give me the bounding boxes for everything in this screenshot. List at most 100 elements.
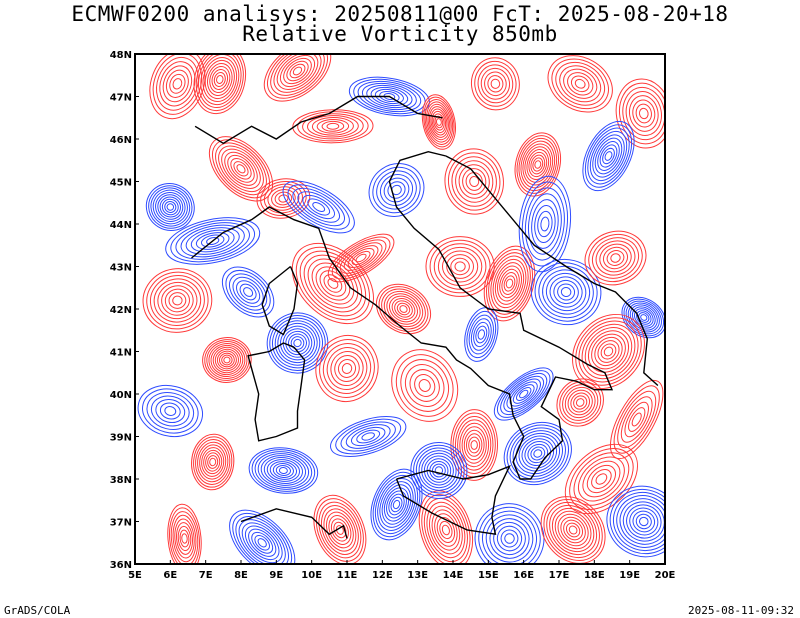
contour-line: [426, 101, 452, 143]
contour-line: [613, 385, 660, 454]
contour-line: [619, 498, 665, 545]
contour-line: [166, 203, 175, 211]
contour-line: [350, 426, 386, 447]
contour-line: [473, 321, 490, 348]
contour-line: [366, 84, 413, 109]
contour-line: [437, 246, 483, 287]
contour-line: [638, 312, 650, 323]
contour-line: [356, 429, 381, 444]
vorticity-center-negative: [165, 217, 261, 265]
contour-line: [560, 516, 586, 544]
contour-line: [370, 468, 423, 541]
lat-tick-label: 40N: [110, 390, 132, 401]
contour-line: [239, 283, 257, 301]
contour-line: [527, 193, 562, 255]
lon-tick-label: 17E: [549, 570, 570, 581]
contour-line: [388, 295, 419, 323]
contour-line: [572, 313, 645, 390]
vorticity-center-negative: [368, 163, 425, 217]
contour-line: [315, 498, 364, 562]
vorticity-center-positive: [315, 334, 379, 403]
contour-line: [500, 529, 519, 548]
contour-line: [540, 496, 606, 564]
contour-line: [307, 258, 359, 309]
contour-line: [326, 347, 368, 390]
contour-line: [201, 447, 225, 477]
vorticity-center-positive: [584, 230, 647, 286]
contour-line: [524, 146, 552, 183]
contour-line: [283, 57, 312, 85]
contour-line: [293, 338, 302, 348]
contour-line: [455, 160, 494, 203]
vorticity-center-negative: [137, 384, 204, 438]
contour-line: [312, 202, 326, 212]
contour-line: [477, 329, 486, 340]
contour-line: [591, 333, 626, 370]
contour-line: [540, 216, 550, 232]
contour-line: [157, 281, 198, 320]
contour-line: [303, 254, 363, 313]
contour-line: [501, 272, 518, 295]
contour-line: [518, 435, 558, 472]
vorticity-center-positive: [556, 378, 604, 427]
contour-line: [243, 287, 254, 297]
contour-line: [459, 422, 490, 468]
contour-line: [505, 278, 514, 289]
contour-line: [165, 69, 189, 98]
contour-line: [232, 276, 264, 308]
contour-line: [185, 227, 240, 255]
vorticity-center-positive: [263, 54, 332, 102]
contour-line: [321, 120, 345, 132]
contour-line: [584, 124, 633, 188]
contour-line: [595, 473, 608, 485]
contour-line: [534, 262, 598, 322]
chart-title: ECMWF0200 analisys: 20250811@00 FcT: 202…: [71, 2, 729, 26]
contour-line: [494, 262, 525, 305]
contour-line: [207, 455, 219, 469]
vorticity-center-positive: [256, 178, 311, 219]
lon-tick-label: 19E: [619, 570, 640, 581]
contour-line: [582, 120, 635, 192]
contour-line: [599, 243, 632, 273]
contour-line: [248, 528, 277, 557]
contour-line: [635, 513, 652, 530]
contour-line: [153, 278, 202, 323]
contour-line: [410, 442, 468, 499]
contour-line: [400, 359, 450, 412]
contour-line: [515, 432, 561, 475]
contour-line: [379, 174, 414, 206]
axis-ticks: 5E 6E 7E 8E 9E 10E 11E 12E 13E 14E 15E 16E 17E 18E 19E…: [110, 50, 676, 581]
vorticity-center-positive: [425, 236, 495, 297]
contour-line: [266, 459, 301, 482]
contour-line: [391, 298, 416, 320]
vorticity-center-positive: [142, 268, 213, 333]
contour-line: [343, 245, 379, 271]
lat-tick-label: 41N: [110, 348, 132, 359]
contour-line: [620, 396, 653, 443]
contour-line: [150, 395, 190, 427]
vorticity-center-negative: [493, 367, 554, 421]
contour-line: [584, 230, 647, 286]
contour-line: [418, 450, 460, 491]
contour-line: [244, 525, 280, 561]
contour-line: [335, 418, 402, 455]
contour-line: [230, 157, 252, 180]
contour-line: [587, 330, 630, 373]
contour-line: [271, 189, 296, 208]
contour-line: [341, 363, 353, 374]
contour-line: [155, 192, 186, 222]
chart-subtitle: Relative Vorticity 850mb: [242, 22, 558, 46]
vorticity-center-negative: [474, 503, 545, 564]
contour-line: [470, 318, 492, 351]
contour-line: [316, 118, 350, 134]
vorticity-center-negative: [348, 76, 430, 117]
contour-line: [493, 367, 554, 421]
contour-line: [327, 233, 395, 283]
contour-line: [319, 339, 375, 398]
contour-line: [421, 452, 457, 489]
lon-tick-label: 6E: [163, 570, 177, 581]
contour-line: [335, 525, 344, 535]
contour-line: [506, 424, 569, 483]
contour-line: [282, 328, 313, 358]
contour-line: [570, 75, 590, 93]
